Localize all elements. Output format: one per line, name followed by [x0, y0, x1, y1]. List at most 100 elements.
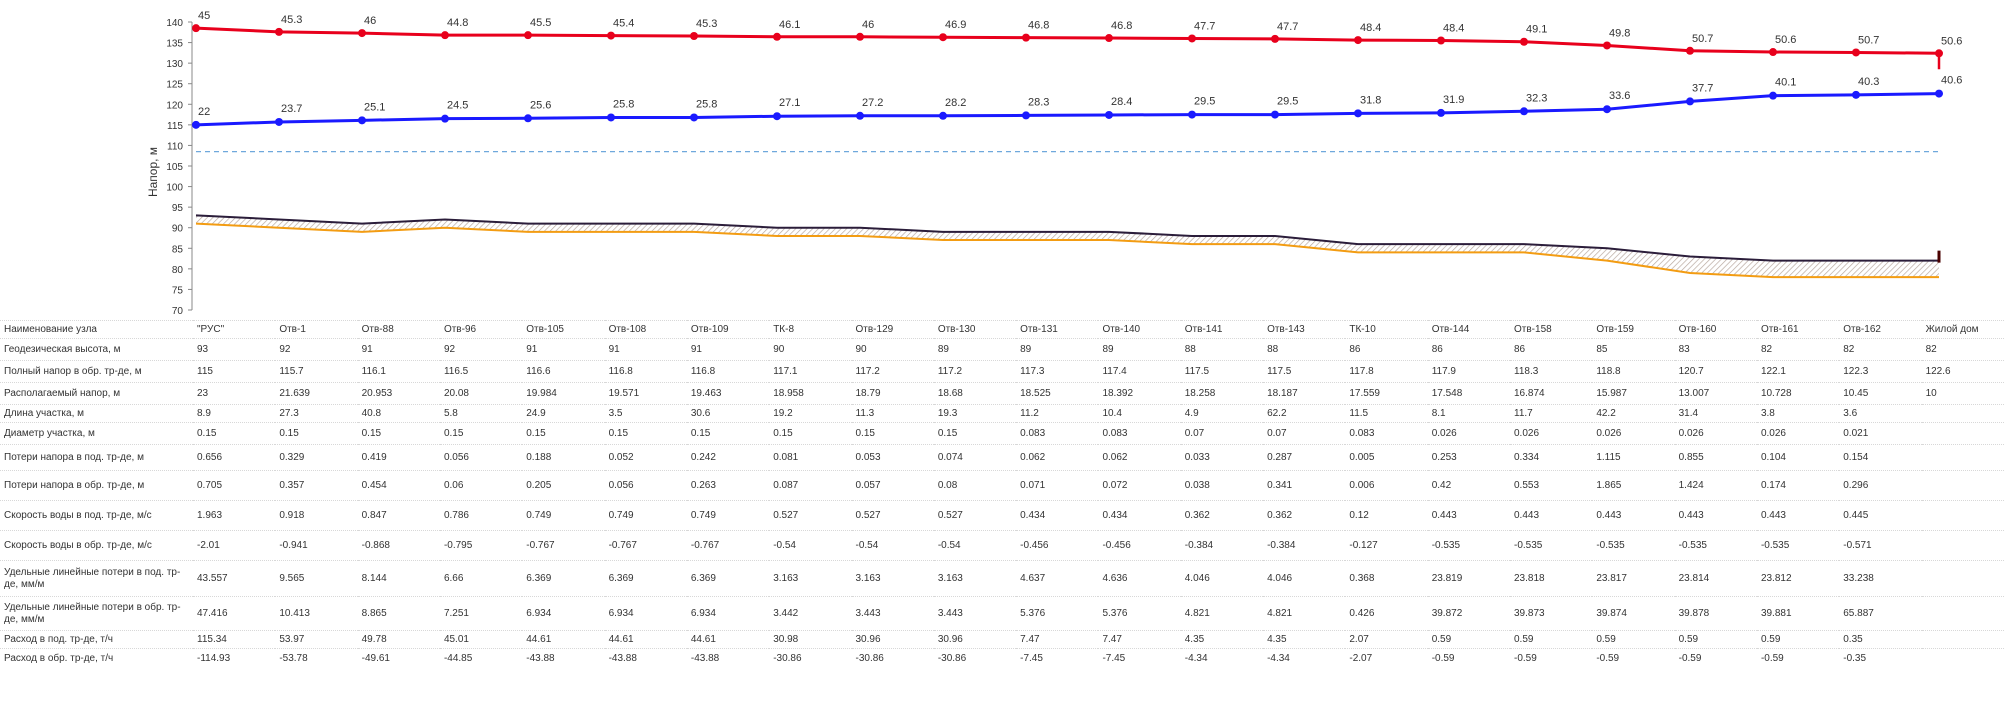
- table-cell: 16.874: [1510, 382, 1593, 405]
- table-cell: 4.636: [1098, 560, 1181, 597]
- pipeline-ground-profile: [196, 215, 1939, 278]
- table-cell: 0.026: [1756, 422, 1840, 445]
- table-cell: 20.953: [357, 382, 440, 405]
- table-cell: 85: [1592, 338, 1675, 361]
- data-label: 45.3: [281, 14, 302, 26]
- data-point: [441, 31, 449, 40]
- table-cell: 4.35: [1263, 630, 1346, 649]
- data-label: 45: [198, 10, 210, 22]
- table-cell: -0.384: [1263, 530, 1346, 561]
- table-cell: 92: [439, 338, 523, 361]
- table-cell: 44.61: [604, 630, 687, 649]
- table-cell: [1921, 500, 2004, 531]
- table-cell: 0.287: [1263, 444, 1346, 471]
- series-markers: [192, 24, 1943, 129]
- table-cell: 0.59: [1674, 630, 1757, 649]
- data-point: [690, 31, 698, 40]
- table-cell: -0.456: [1016, 530, 1099, 561]
- table-cell: 0.847: [357, 500, 440, 531]
- row-label: Удельные линейные потери в обр. тр-де, м…: [0, 596, 193, 631]
- data-point: [939, 111, 947, 120]
- table-cell: 0.026: [1592, 422, 1675, 445]
- table-cell: 10.413: [275, 596, 358, 631]
- data-label: 28.4: [1111, 96, 1132, 108]
- table-cell: -0.456: [1098, 530, 1181, 561]
- table-cell: 91: [522, 338, 605, 361]
- table-cell: 0.06: [439, 470, 523, 501]
- table-cell: 4.046: [1180, 560, 1264, 597]
- table-cell: 3.163: [933, 560, 1017, 597]
- data-label: 46: [862, 19, 874, 31]
- table-cell: 0.527: [933, 500, 1017, 531]
- table-row: Удельные линейные потери в под. тр-де, м…: [0, 560, 2004, 597]
- table-cell: -0.54: [933, 530, 1017, 561]
- table-cell: 17.548: [1427, 382, 1510, 405]
- table-cell: 11.7: [1510, 404, 1593, 423]
- table-cell: -53.78: [275, 648, 358, 669]
- table-cell: 15.987: [1592, 382, 1675, 405]
- table-cell: 122.3: [1839, 360, 1922, 383]
- data-label: 22: [198, 106, 210, 118]
- data-label: 49.8: [1609, 27, 1630, 39]
- table-cell: -0.767: [686, 530, 770, 561]
- table-cell: [1921, 444, 2004, 471]
- table-cell: -0.54: [851, 530, 934, 561]
- table-cell: 23.812: [1756, 560, 1840, 597]
- data-label: 46.8: [1111, 20, 1132, 32]
- row-label: Геодезическая высота, м: [0, 338, 193, 361]
- data-label: 45.4: [613, 18, 634, 30]
- table-cell: 0.15: [275, 422, 358, 445]
- table-cell: 0.443: [1427, 500, 1510, 531]
- table-cell: -43.88: [604, 648, 687, 669]
- data-point: [1935, 49, 1943, 58]
- table-cell: 5.376: [1016, 596, 1099, 631]
- table-cell: 0.59: [1427, 630, 1510, 649]
- table-cell: 19.571: [604, 382, 687, 405]
- table-cell: 0.15: [769, 422, 852, 445]
- table-cell: 0.15: [522, 422, 605, 445]
- table-cell: 86: [1345, 338, 1428, 361]
- table-cell: 0.705: [193, 470, 276, 501]
- table-cell: -0.54: [769, 530, 852, 561]
- table-cell: Отв-1: [275, 320, 358, 339]
- table-cell: 86: [1510, 338, 1593, 361]
- data-point: [1769, 48, 1777, 57]
- table-cell: -0.59: [1427, 648, 1510, 669]
- table-cell: 0.454: [357, 470, 440, 501]
- data-label: 37.7: [1692, 82, 1713, 94]
- table-cell: 7.251: [439, 596, 523, 631]
- y-tick-label: 115: [167, 121, 183, 132]
- table-cell: -0.127: [1345, 530, 1428, 561]
- row-label: Располагаемый напор, м: [0, 382, 193, 405]
- table-cell: 0.434: [1016, 500, 1099, 531]
- table-cell: 0.006: [1345, 470, 1428, 501]
- table-cell: 82: [1839, 338, 1922, 361]
- table-cell: 3.163: [769, 560, 852, 597]
- table-cell: Отв-141: [1180, 320, 1264, 339]
- table-cell: 0.15: [933, 422, 1017, 445]
- table-cell: 0.443: [1510, 500, 1593, 531]
- table-cell: 23: [193, 382, 276, 405]
- table-cell: 0.188: [522, 444, 605, 471]
- table-cell: 0.443: [1756, 500, 1840, 531]
- y-tick-label: 85: [172, 244, 184, 255]
- data-point: [1437, 36, 1445, 45]
- table-cell: 0.005: [1345, 444, 1428, 471]
- parameters-table: Наименование узла "РУС" Отв-1 Отв-88 Отв-96 О…: [0, 320, 2004, 669]
- table-cell: [1921, 648, 2004, 669]
- data-label: 28.2: [945, 97, 966, 109]
- table-cell: 0.026: [1510, 422, 1593, 445]
- table-cell: 11.3: [851, 404, 934, 423]
- series-lines: [195, 26, 1941, 279]
- table-cell: -44.85: [439, 648, 523, 669]
- table-cell: 6.934: [686, 596, 770, 631]
- table-cell: Отв-105: [522, 320, 605, 339]
- table-cell: 117.2: [851, 360, 934, 383]
- table-cell: 3.6: [1839, 404, 1922, 423]
- table-cell: 44.61: [686, 630, 770, 649]
- data-point: [1603, 105, 1611, 114]
- table-cell: 0.07: [1180, 422, 1264, 445]
- table-cell: -0.767: [522, 530, 605, 561]
- data-label: 25.6: [530, 99, 551, 111]
- data-point: [773, 112, 781, 121]
